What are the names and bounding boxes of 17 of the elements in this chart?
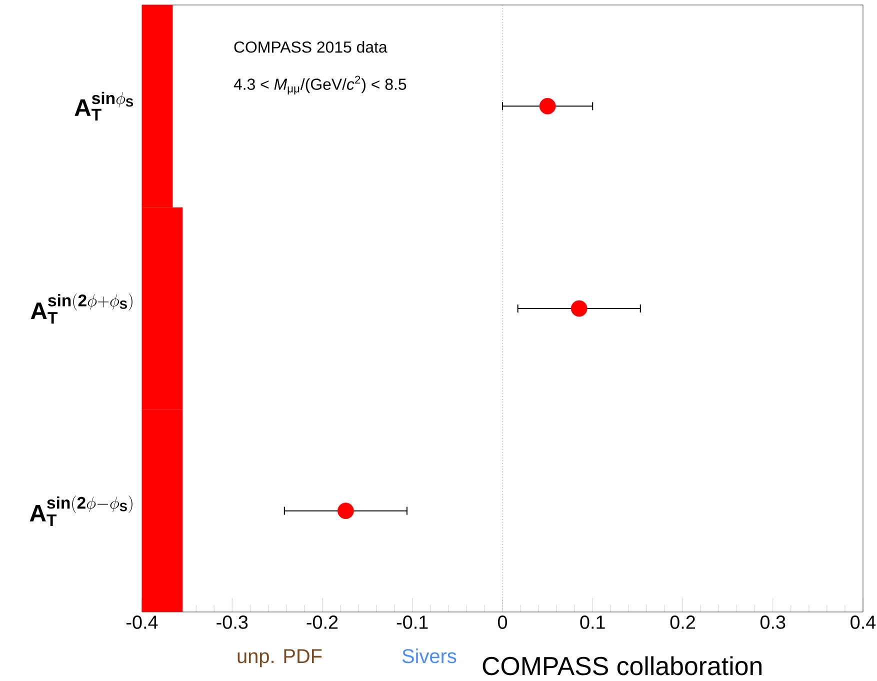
y-tick-label: $\mathbf{A}_{\mathbf{T}}^{\mathbf{sin(2}\phi\mathbf{-}\phi_{\mathbf{S}}\mathbf{)}}$ <box>30 496 132 526</box>
annotation: 4.3 < M$_{μμ}$/(GeV/c$^{2}$) < 8.5 <box>234 76 406 94</box>
y-tick-label: $\mathbf{A}_{\mathbf{T}}^{\mathbf{sin(2}\phi\mathbf{+}\phi_{\mathbf{S}}\mathbf{)}}$ <box>30 293 132 324</box>
x-tick-label: 0.3 <box>760 616 786 629</box>
y-tick-label: $\mathbf{A}_{\mathbf{T}}^{\mathbf{sin}\phi_{\mathbf{S}}}$ <box>74 92 134 120</box>
x-tick-label: 0.2 <box>670 616 695 629</box>
x-tick-label: 0.4 <box>850 616 876 629</box>
x-tick-label: -0.3 <box>216 616 248 629</box>
annotation: COMPASS 2015 data <box>234 41 388 53</box>
x-tick-label: 0.1 <box>580 616 605 629</box>
x-tick-label: 0 <box>498 616 508 629</box>
text: Sivers <box>402 648 456 664</box>
text: unp. PDF <box>238 649 322 668</box>
text: COMPASS collaboration <box>482 656 762 676</box>
x-tick-label: -0.2 <box>306 616 338 629</box>
x-tick-label: -0.1 <box>396 616 428 629</box>
x-tick-label: -0.4 <box>126 616 158 629</box>
